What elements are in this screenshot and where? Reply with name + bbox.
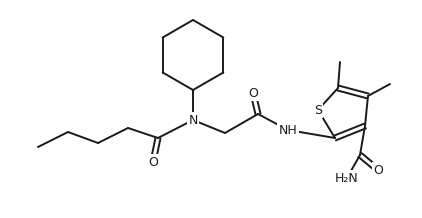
- Text: H₂N: H₂N: [335, 172, 359, 184]
- Text: O: O: [248, 87, 258, 99]
- Text: O: O: [373, 164, 383, 177]
- Text: N: N: [188, 114, 197, 126]
- Text: NH: NH: [279, 124, 298, 136]
- Text: O: O: [148, 155, 158, 169]
- Text: S: S: [314, 104, 322, 116]
